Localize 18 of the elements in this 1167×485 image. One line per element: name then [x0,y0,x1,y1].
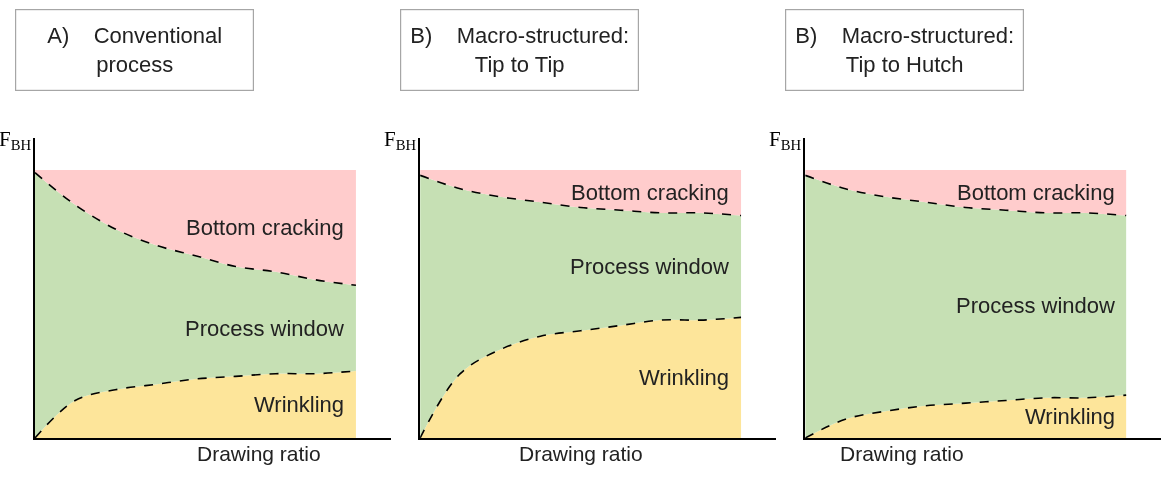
x-axis-title: Drawing ratio [519,442,643,465]
series-label: Wrinkling [254,392,345,417]
x-axis-title: Drawing ratio [197,442,321,465]
series-label: Bottom cracking [957,180,1115,205]
series-label: Wrinkling [1025,404,1116,429]
chart-title: A) Conventional process [47,23,223,77]
series-label: Wrinkling [639,365,730,390]
series-label: Bottom cracking [571,180,729,205]
chart-title: B) Macro-structured: Tip to Hutch [795,23,1015,77]
y-axis-title: F$_{BH}$ [0,127,32,154]
x-axis-title: Drawing ratio [840,442,964,465]
y-axis-title: F$_{BH}$ [769,127,802,154]
y-axis-title: F$_{BH}$ [384,127,417,154]
series-label: Process window [570,254,730,279]
series-label: Process window [185,316,345,341]
series-label: Bottom cracking [186,215,344,240]
series-label: Process window [956,293,1116,318]
chart-title: B) Macro-structured: Tip to Tip [410,23,630,77]
